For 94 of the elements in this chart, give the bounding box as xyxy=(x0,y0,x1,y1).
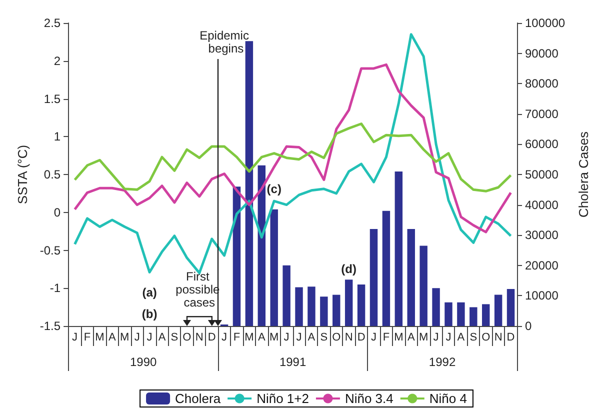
y-tick-label: 0 xyxy=(54,205,61,220)
x-tick-label: A xyxy=(457,332,466,344)
y-tick-label: 2 xyxy=(54,54,61,68)
text: 1992 xyxy=(428,355,456,369)
y-tick-label: -1.5 xyxy=(40,319,61,333)
x-tick-label: A xyxy=(407,332,416,344)
x-tick-label: S xyxy=(170,332,178,344)
bar xyxy=(494,294,502,326)
annotation: Epidemic begins xyxy=(200,28,249,56)
bar xyxy=(245,41,254,326)
x-tick-label: N xyxy=(494,332,502,344)
x-tick-label: O xyxy=(482,332,491,344)
x-tick-label: A xyxy=(308,332,316,344)
bar xyxy=(432,288,440,326)
bar xyxy=(382,210,390,326)
x-tick-label: F xyxy=(382,332,390,344)
legend-label: Niño 3.4 xyxy=(344,391,394,406)
y-axis-title: SSTA (°C) xyxy=(15,144,30,204)
x-tick-label: M xyxy=(418,332,428,344)
bar xyxy=(344,280,353,326)
x-tick-label: O xyxy=(332,332,342,344)
x-tick-label: J xyxy=(146,332,152,344)
x-tick-label: N xyxy=(344,332,353,344)
y-tick-label: 2.5 xyxy=(44,16,61,30)
y2-tick-label: 60000 xyxy=(525,137,559,152)
x-tick-label: N xyxy=(195,332,204,344)
y-tick-label: -1 xyxy=(50,281,61,296)
y2-tick-label: 40000 xyxy=(525,198,559,212)
x-tick-label: J xyxy=(296,332,302,344)
x-tick-label: A xyxy=(158,332,166,344)
text: 1990 xyxy=(130,355,157,369)
y2-tick-label: 70000 xyxy=(525,106,559,121)
x-tick-label: S xyxy=(470,332,478,344)
y-tick-label: 1.5 xyxy=(44,92,61,106)
bar xyxy=(407,229,415,326)
bar xyxy=(370,229,378,326)
annotation: (c) xyxy=(266,182,282,196)
x-tick-label: F xyxy=(233,332,240,344)
bar xyxy=(258,165,266,326)
bar xyxy=(320,296,328,326)
bar xyxy=(295,287,303,326)
y-tick-label: 0.5 xyxy=(44,168,61,182)
x-tick-label: J xyxy=(433,332,439,344)
bar xyxy=(457,302,465,326)
bar xyxy=(332,294,340,326)
y2-tick-label: 30000 xyxy=(525,228,559,242)
bar xyxy=(394,171,403,326)
bar xyxy=(444,302,452,326)
x-tick-label: M xyxy=(270,332,279,344)
bar xyxy=(232,186,241,326)
bar xyxy=(482,304,490,326)
x-tick-label: A xyxy=(258,332,266,344)
bar xyxy=(420,246,428,326)
x-tick-label: D xyxy=(357,332,366,344)
legend-label: Niño 1+2 xyxy=(256,391,309,406)
x-tick-label: J xyxy=(284,332,290,344)
bar xyxy=(506,289,515,326)
x-tick-label: S xyxy=(320,332,328,344)
x-tick-label: D xyxy=(506,332,515,344)
y2-tick-label: 50000 xyxy=(525,168,559,182)
x-tick-label: J xyxy=(72,332,78,344)
bar xyxy=(357,284,366,326)
line-series xyxy=(74,63,512,234)
x-tick-label: M xyxy=(244,332,254,344)
x-tick-label: F xyxy=(84,332,91,344)
x-tick-label: M xyxy=(394,332,404,344)
x-tick-label: J xyxy=(134,332,140,344)
y2-tick-label: 20000 xyxy=(525,258,559,272)
bar xyxy=(308,286,316,326)
y2-tick-label: 10000 xyxy=(525,288,559,303)
y-tick-label: 1 xyxy=(54,130,61,144)
text: 1991 xyxy=(279,355,306,369)
annotation: (b) xyxy=(142,306,158,321)
y2-axis-title: Cholera Cases xyxy=(576,131,591,218)
legend-label: Niño 4 xyxy=(429,391,467,406)
x-tick-label: J xyxy=(446,332,452,344)
bar xyxy=(282,265,290,326)
y2-tick-label: 0 xyxy=(525,319,532,333)
x-tick-label: A xyxy=(108,332,116,344)
annotation: (d) xyxy=(341,262,357,276)
y-tick-label: -0.5 xyxy=(40,243,61,258)
x-tick-label: O xyxy=(182,332,192,344)
bar xyxy=(470,307,478,326)
x-tick-label: J xyxy=(371,332,377,344)
annotation: (a) xyxy=(142,286,157,300)
x-tick-label: M xyxy=(120,332,130,344)
x-tick-label: D xyxy=(208,332,216,344)
x-tick-label: J xyxy=(222,332,228,344)
legend-label: Cholera xyxy=(175,391,222,406)
x-tick-label: M xyxy=(95,332,104,344)
bar xyxy=(270,209,278,326)
y2-tick-label: 100000 xyxy=(525,16,566,30)
y2-tick-label: 80000 xyxy=(525,76,559,91)
y2-tick-label: 90000 xyxy=(525,46,559,60)
